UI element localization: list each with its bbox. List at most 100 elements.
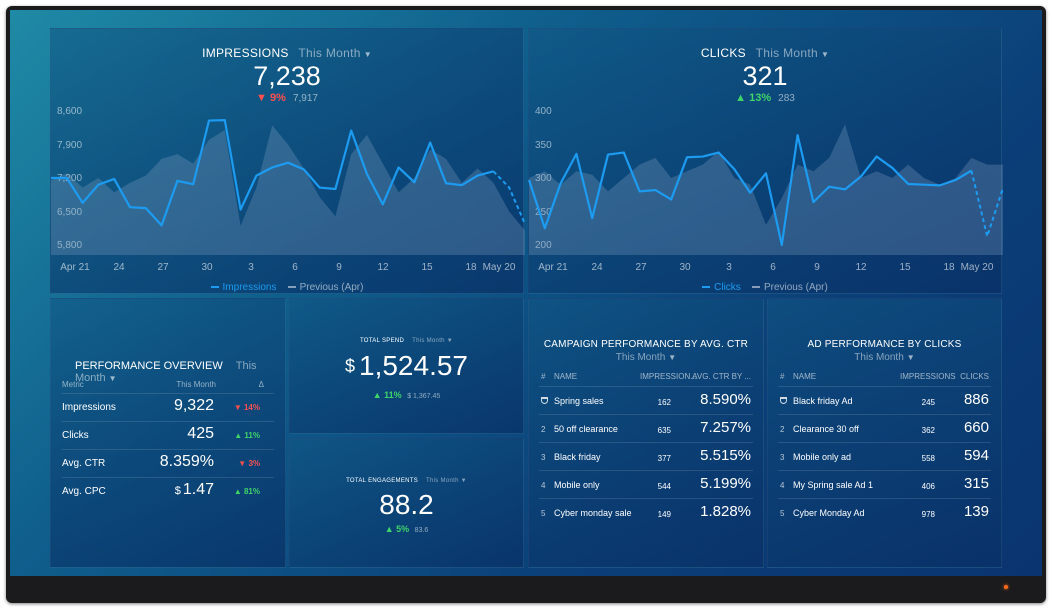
col-clicks: CLICKS (960, 372, 989, 381)
chevron-down-icon: ▼ (668, 353, 677, 362)
impressions-period-dropdown[interactable]: This Month ▼ (298, 46, 372, 60)
row-index: 3 (780, 453, 785, 462)
period-label: This Month (854, 352, 904, 363)
impressions-legend: Impressions Previous (Apr) (51, 282, 523, 293)
col-ctr: AVG. CTR BY ... (692, 372, 751, 381)
performance-overview-period-dropdown[interactable]: This Month ▼ (75, 360, 257, 384)
row-name: Black friday Ad (793, 396, 853, 406)
total-engagements-value: 88.2 (379, 489, 434, 520)
arrow-down-icon: ▼ (256, 92, 267, 104)
impressions-delta-pct: 9% (269, 92, 286, 104)
row-impressions: 377 (657, 454, 671, 463)
chevron-down-icon: ▼ (906, 353, 915, 362)
row-clicks: 139 (963, 503, 989, 520)
trophy-icon (541, 397, 548, 406)
chevron-down-icon: ▼ (363, 50, 372, 59)
impressions-current-line (51, 118, 494, 227)
delta-pct: 5% (396, 524, 410, 534)
table-row[interactable]: Black friday Ad 245 886 (778, 386, 991, 414)
performance-overview-title-row: PERFORMANCE OVERVIEW This Month ▼ (75, 360, 285, 384)
row-impressions: 162 (657, 398, 671, 407)
y-tick: 7,200 (57, 173, 82, 184)
y-tick: 200 (535, 240, 552, 251)
row-name: 50 off clearance (554, 424, 618, 434)
x-tick: 30 (679, 262, 691, 273)
clicks-period-dropdown[interactable]: This Month ▼ (756, 46, 830, 60)
total-spend-panel: TOTAL SPEND This Month ▼ $1,524.57 ▲ 11%… (289, 298, 524, 434)
delta-value: 3% (248, 459, 260, 468)
legend-previous-label: Previous (Apr) (763, 282, 828, 293)
metric-value: 8.359% (159, 453, 214, 470)
period-label: This Month (412, 338, 445, 344)
x-tick: Apr 21 (60, 262, 90, 273)
delta-value: 14% (243, 403, 260, 412)
table-row[interactable]: 3 Black friday 377 5.515% (539, 442, 753, 470)
metric-delta: ▼ 14% (233, 403, 260, 412)
table-row[interactable]: 4 Mobile only 544 5.199% (539, 470, 753, 498)
x-tick: 9 (814, 262, 820, 273)
legend-current[interactable]: Clicks (702, 282, 741, 293)
impressions-delta: ▼ 9% 7,917 (51, 92, 523, 104)
trophy-icon (780, 397, 787, 406)
x-tick: Apr 21 (538, 262, 568, 273)
ad-period-dropdown[interactable]: This Month ▼ (768, 352, 1001, 363)
row-clicks: 594 (963, 447, 989, 464)
row-index: 5 (541, 509, 546, 518)
clicks-previous: 283 (778, 93, 795, 104)
metric-delta: ▼ 3% (238, 459, 260, 468)
row-index: 2 (780, 425, 785, 434)
metric-name: Avg. CTR (62, 458, 106, 469)
clicks-delta: ▲ 13% 283 (529, 92, 1001, 104)
col-this-month: This Month (176, 380, 216, 389)
table-row[interactable]: 2 Clearance 30 off 362 660 (778, 414, 991, 442)
total-engagements-label: TOTAL ENGAGEMENTS (346, 478, 419, 484)
row-clicks: 315 (963, 475, 989, 492)
monitor-frame: IMPRESSIONS This Month ▼ 7,238 ▼ 9% 7,917… (6, 6, 1046, 603)
table-row[interactable]: 3 Mobile only ad 558 594 (778, 442, 991, 470)
row-name: Cyber monday sale (554, 508, 632, 518)
total-spend-label: TOTAL SPEND (359, 338, 405, 344)
legend-previous[interactable]: Previous (Apr) (751, 282, 828, 293)
delta-value: 81% (243, 487, 260, 496)
power-led (1004, 585, 1008, 589)
previous-value: 83.6 (414, 527, 429, 534)
impressions-title-row: IMPRESSIONS This Month ▼ (51, 46, 523, 60)
row-name: My Spring sale Ad 1 (793, 480, 874, 490)
col-delta: Δ (258, 380, 264, 389)
impressions-chart (51, 118, 526, 255)
row-impressions: 558 (921, 454, 935, 463)
col-impressions: IMPRESSIONS (900, 372, 956, 381)
ad-performance-panel: AD PERFORMANCE BY CLICKS This Month ▼ # N… (767, 298, 1002, 568)
y-tick: 350 (535, 140, 552, 151)
legend-current[interactable]: Impressions (210, 282, 276, 293)
ad-table-title: AD PERFORMANCE BY CLICKS (807, 339, 962, 350)
clicks-title-row: CLICKS This Month ▼ (529, 46, 1001, 60)
y-tick: 5,800 (57, 240, 82, 251)
row-name: Mobile only (554, 480, 600, 490)
row-ctr: 7.257% (700, 419, 751, 436)
total-engagements-period-dropdown[interactable]: This Month ▼ (426, 478, 467, 484)
col-impressions: IMPRESSION... (640, 372, 697, 381)
metric-name: Impressions (62, 402, 116, 413)
row-ctr: 5.199% (700, 475, 751, 492)
table-row[interactable]: Spring sales 162 8.590% (539, 386, 753, 414)
col-metric: Metric (62, 380, 84, 389)
legend-previous[interactable]: Previous (Apr) (287, 282, 363, 293)
total-engagements-delta: ▲ 5% 83.6 (290, 524, 523, 534)
x-tick: 24 (591, 262, 603, 273)
row-index: 5 (780, 509, 785, 518)
table-row[interactable]: 5 Cyber Monday Ad 978 139 (778, 498, 991, 526)
table-row[interactable]: 5 Cyber monday sale 149 1.828% (539, 498, 753, 526)
impressions-value: 7,238 (253, 61, 321, 91)
previous-value: $ 1,367.45 (407, 393, 441, 400)
campaign-period-dropdown[interactable]: This Month ▼ (529, 352, 763, 363)
table-row[interactable]: 4 My Spring sale Ad 1 406 315 (778, 470, 991, 498)
impressions-previous: 7,917 (292, 93, 318, 104)
row-index: 4 (780, 481, 785, 490)
total-spend-period-dropdown[interactable]: This Month ▼ (412, 338, 454, 344)
performance-overview-title: PERFORMANCE OVERVIEW (75, 360, 223, 372)
table-row[interactable]: 2 50 off clearance 635 7.257% (539, 414, 753, 442)
total-engagements-label-row: TOTAL ENGAGEMENTS This Month ▼ (290, 478, 523, 484)
x-tick: 27 (157, 262, 169, 273)
x-tick: 12 (377, 262, 389, 273)
